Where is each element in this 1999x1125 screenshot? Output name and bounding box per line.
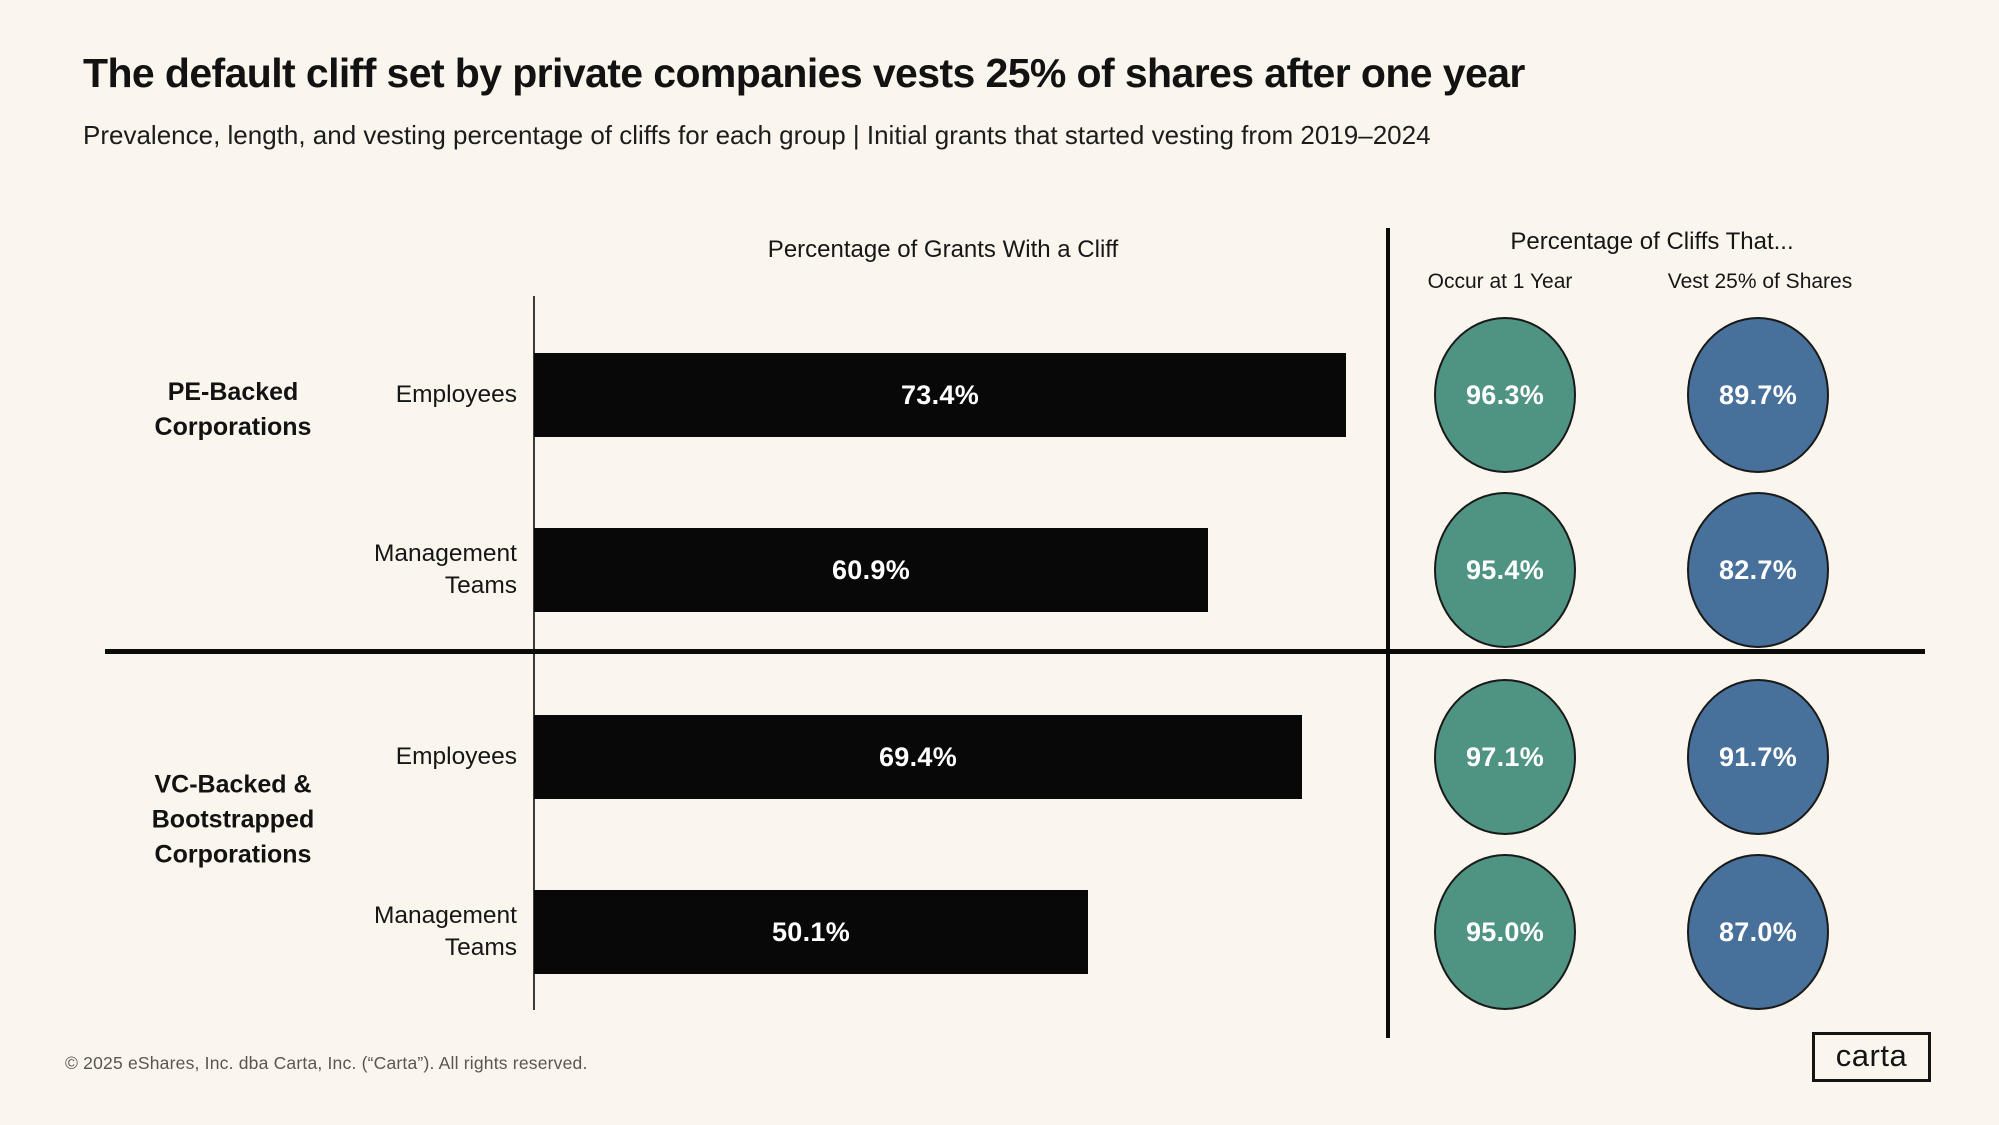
occur-value-label: 97.1% (1465, 741, 1545, 772)
row-label: Employees (395, 743, 517, 771)
bar-value-label: 73.4% (900, 379, 980, 410)
group-label-vc-backed: VC-Backed & Bootstrapped Corporations (151, 770, 315, 869)
grants-with-cliff-bar: 73.4% (534, 353, 1346, 437)
carta-logo: carta (1812, 1032, 1931, 1082)
occur-value-label: 96.3% (1465, 379, 1545, 410)
occur-value-label: 95.4% (1465, 554, 1545, 585)
grants-with-cliff-bar: 69.4% (534, 715, 1302, 799)
circle-section-title: Percentage of Cliffs That... (1510, 228, 1794, 255)
occur-circle: 96.3% (1434, 317, 1576, 473)
row-label: Management Teams (373, 540, 517, 599)
vertical-divider-line (1386, 228, 1390, 1038)
bar-section-title: Percentage of Grants With a Cliff (767, 236, 1119, 263)
page-title: The default cliff set by private compani… (83, 50, 1525, 96)
vest-circle: 82.7% (1687, 492, 1829, 648)
vest-value-label: 89.7% (1718, 379, 1798, 410)
occur-circle: 95.0% (1434, 854, 1576, 1010)
bar-value-label: 69.4% (878, 741, 958, 772)
vest-value-label: 91.7% (1718, 741, 1798, 772)
bar-value-label: 60.9% (831, 554, 911, 585)
row-label: Employees (395, 381, 517, 409)
vest-circle: 87.0% (1687, 854, 1829, 1010)
vest-value-label: 82.7% (1718, 554, 1798, 585)
vest-value-label: 87.0% (1718, 916, 1798, 947)
horizontal-divider-line (105, 649, 1925, 654)
grants-with-cliff-bar: 50.1% (534, 890, 1088, 974)
vest-circle: 89.7% (1687, 317, 1829, 473)
bar-value-label: 50.1% (771, 916, 851, 947)
occur-circle: 95.4% (1434, 492, 1576, 648)
carta-logo-text: carta (1835, 1037, 1908, 1073)
grants-with-cliff-bar: 60.9% (534, 528, 1208, 612)
row-label: Management Teams (373, 902, 517, 961)
circle-col-header-occur: Occur at 1 Year (1427, 270, 1573, 293)
occur-circle: 97.1% (1434, 679, 1576, 835)
page-subtitle: Prevalence, length, and vesting percenta… (83, 120, 1431, 150)
occur-value-label: 95.0% (1465, 916, 1545, 947)
vest-circle: 91.7% (1687, 679, 1829, 835)
footer-copyright: © 2025 eShares, Inc. dba Carta, Inc. (“C… (65, 1053, 588, 1073)
group-label-pe-backed: PE-Backed Corporations (154, 378, 312, 441)
circle-col-header-vest: Vest 25% of Shares (1667, 270, 1853, 293)
